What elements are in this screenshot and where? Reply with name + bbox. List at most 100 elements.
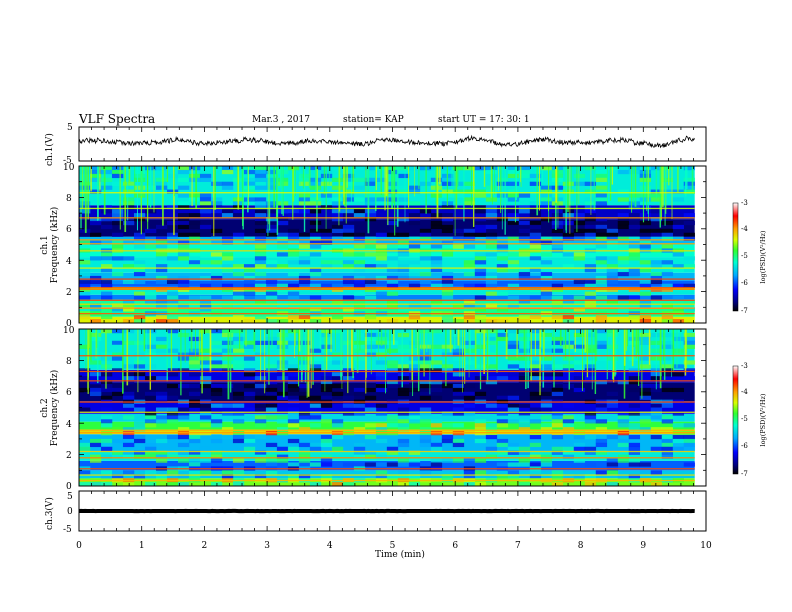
spec-cell <box>309 228 322 234</box>
spec-cell <box>507 209 520 214</box>
spec-cell <box>353 252 366 257</box>
spec-cell <box>111 256 124 261</box>
spec-cell <box>79 291 91 296</box>
spec-cell <box>507 446 520 451</box>
spec-cell <box>309 224 322 230</box>
spec-cell <box>606 391 619 397</box>
spec-cell <box>342 217 355 222</box>
spec-cell <box>342 299 355 304</box>
spec-cell <box>496 411 509 416</box>
spec-cell <box>199 411 212 416</box>
spec-cell <box>518 368 531 373</box>
spec-cell <box>661 434 674 440</box>
spec-cell <box>606 240 619 245</box>
spec-cell <box>628 217 641 222</box>
ch1-ytick-2: 2 <box>66 288 72 298</box>
spec-cell <box>397 427 410 432</box>
spec-cell <box>540 201 553 206</box>
spec-cell <box>507 442 520 448</box>
sferic-streak <box>96 329 98 348</box>
spec-cell <box>89 458 102 463</box>
spec-cell <box>474 224 487 230</box>
spec-cell <box>364 395 377 400</box>
spec-cell <box>298 474 311 479</box>
spec-cell <box>199 303 212 308</box>
spec-cell <box>89 279 102 285</box>
sferic-streak <box>343 166 345 205</box>
spec-cell <box>232 438 245 444</box>
spec-cell <box>540 166 553 171</box>
spec-cell <box>254 271 267 277</box>
spec-cell <box>254 395 267 400</box>
spec-cell <box>595 256 608 261</box>
spec-cell <box>606 260 619 265</box>
spec-cell <box>111 201 124 206</box>
spec-cell <box>111 271 124 277</box>
ch2-spectrogram-panel: 0 2 4 6 8 10 ch.2 Frequency (kHz) <box>40 326 707 492</box>
sferic-streak <box>568 329 570 390</box>
spec-cell <box>408 213 421 218</box>
spec-cell <box>595 217 608 222</box>
spec-cell <box>562 340 575 345</box>
spec-cell <box>518 376 531 381</box>
spec-cell <box>353 450 366 455</box>
spec-cell <box>133 264 146 269</box>
spec-cell <box>452 213 465 218</box>
spec-cell <box>584 419 597 424</box>
spec-cell <box>386 364 399 369</box>
spec-cell <box>342 319 355 324</box>
spec-cell <box>661 260 674 265</box>
sferic-streak <box>119 166 121 210</box>
spec-cell <box>595 232 608 237</box>
spec-cell <box>122 201 135 206</box>
spec-cell <box>177 232 190 237</box>
spec-cell <box>573 446 586 451</box>
spec-cell <box>529 376 542 381</box>
ch1-cbar-tick-m7: -7 <box>741 307 748 315</box>
spec-cell <box>485 352 498 357</box>
spec-cell <box>474 315 487 320</box>
spec-cell <box>265 236 278 241</box>
spec-cell <box>221 283 234 288</box>
spec-cell <box>166 189 179 194</box>
sferic-streak <box>691 166 694 194</box>
sferic-streak <box>87 329 89 390</box>
sferic-streak <box>582 329 583 391</box>
ch1-ytick-6: 6 <box>66 225 72 235</box>
spec-cell <box>617 438 630 444</box>
spec-cell <box>430 213 443 218</box>
spec-cell <box>496 438 509 444</box>
spec-cell <box>298 427 311 432</box>
spec-cell <box>441 458 454 463</box>
spec-cell <box>573 279 586 285</box>
spec-cell <box>166 372 179 377</box>
spec-cell <box>232 391 245 397</box>
spec-cell <box>639 383 652 389</box>
spec-cell <box>276 177 289 182</box>
spec-cell <box>100 283 113 288</box>
spec-cell <box>452 348 465 353</box>
spec-cell <box>518 193 531 198</box>
ch1-cbar-tick-m3: -3 <box>741 199 748 207</box>
spec-cell <box>650 387 663 393</box>
spec-cell <box>133 268 146 273</box>
sferic-streak <box>141 166 144 193</box>
spec-cell <box>452 193 465 198</box>
spec-cell <box>518 169 531 175</box>
sferic-streak <box>417 329 420 392</box>
spec-cell <box>507 181 520 186</box>
spec-cell <box>419 364 432 369</box>
spec-cell <box>133 423 146 428</box>
spec-cell <box>342 307 355 312</box>
spec-cell <box>320 442 333 448</box>
spec-cell <box>430 462 443 467</box>
spec-cell <box>661 224 674 230</box>
spec-cell <box>463 264 476 269</box>
sferic-streak <box>663 329 666 380</box>
sferic-streak <box>299 166 301 186</box>
spec-cell <box>133 260 146 265</box>
spec-cell <box>496 376 509 381</box>
spec-cell <box>342 213 355 218</box>
spec-cell <box>111 352 124 357</box>
spec-cell <box>144 450 157 455</box>
